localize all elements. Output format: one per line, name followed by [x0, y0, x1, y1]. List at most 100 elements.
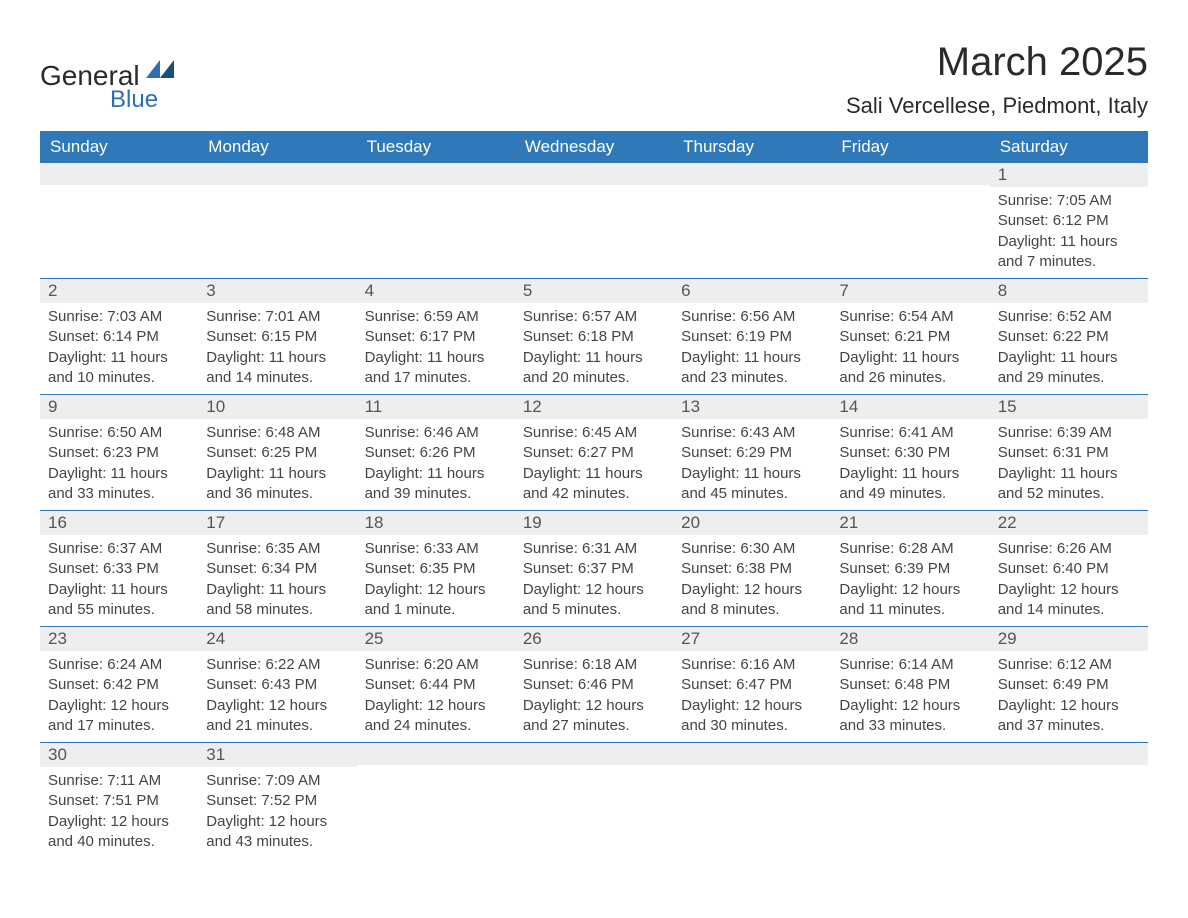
- sunrise-text: Sunrise: 6:39 AM: [998, 423, 1140, 443]
- daylight-text: Daylight: 11 hours and 10 minutes.: [48, 348, 190, 389]
- sunset-text: Sunset: 6:19 PM: [681, 327, 823, 347]
- sunrise-text: Sunrise: 6:16 AM: [681, 655, 823, 675]
- calendar-cell: 21Sunrise: 6:28 AMSunset: 6:39 PMDayligh…: [831, 511, 989, 627]
- sunrise-text: Sunrise: 6:20 AM: [365, 655, 507, 675]
- sunrise-text: Sunrise: 6:28 AM: [839, 539, 981, 559]
- day-header: Monday: [198, 131, 356, 163]
- day-number: 23: [40, 627, 198, 651]
- sunrise-text: Sunrise: 6:37 AM: [48, 539, 190, 559]
- day-number: 16: [40, 511, 198, 535]
- calendar-cell: 22Sunrise: 6:26 AMSunset: 6:40 PMDayligh…: [990, 511, 1148, 627]
- location: Sali Vercellese, Piedmont, Italy: [846, 93, 1148, 119]
- day-content: [831, 185, 989, 255]
- day-content: [673, 765, 831, 835]
- day-number: 3: [198, 279, 356, 303]
- calendar-cell: 6Sunrise: 6:56 AMSunset: 6:19 PMDaylight…: [673, 279, 831, 395]
- daylight-text: Daylight: 11 hours and 23 minutes.: [681, 348, 823, 389]
- day-content: Sunrise: 7:03 AMSunset: 6:14 PMDaylight:…: [40, 303, 198, 394]
- sunrise-text: Sunrise: 6:18 AM: [523, 655, 665, 675]
- day-number: 17: [198, 511, 356, 535]
- calendar-cell: 16Sunrise: 6:37 AMSunset: 6:33 PMDayligh…: [40, 511, 198, 627]
- day-number: 28: [831, 627, 989, 651]
- sunset-text: Sunset: 6:27 PM: [523, 443, 665, 463]
- day-number: 1: [990, 163, 1148, 187]
- day-number: 21: [831, 511, 989, 535]
- day-content: Sunrise: 6:56 AMSunset: 6:19 PMDaylight:…: [673, 303, 831, 394]
- calendar-cell: 11Sunrise: 6:46 AMSunset: 6:26 PMDayligh…: [357, 395, 515, 511]
- sunset-text: Sunset: 6:21 PM: [839, 327, 981, 347]
- sunset-text: Sunset: 6:26 PM: [365, 443, 507, 463]
- daylight-text: Daylight: 12 hours and 1 minute.: [365, 580, 507, 621]
- daylight-text: Daylight: 11 hours and 20 minutes.: [523, 348, 665, 389]
- calendar-cell: [357, 163, 515, 279]
- calendar-week: 16Sunrise: 6:37 AMSunset: 6:33 PMDayligh…: [40, 511, 1148, 627]
- day-header: Saturday: [990, 131, 1148, 163]
- day-number: 27: [673, 627, 831, 651]
- sunrise-text: Sunrise: 6:54 AM: [839, 307, 981, 327]
- day-number: [515, 743, 673, 765]
- calendar-cell: 20Sunrise: 6:30 AMSunset: 6:38 PMDayligh…: [673, 511, 831, 627]
- sunrise-text: Sunrise: 7:05 AM: [998, 191, 1140, 211]
- daylight-text: Daylight: 11 hours and 33 minutes.: [48, 464, 190, 505]
- day-content: Sunrise: 6:12 AMSunset: 6:49 PMDaylight:…: [990, 651, 1148, 742]
- day-content: Sunrise: 7:01 AMSunset: 6:15 PMDaylight:…: [198, 303, 356, 394]
- day-content: [357, 765, 515, 835]
- sunset-text: Sunset: 6:23 PM: [48, 443, 190, 463]
- calendar-table: Sunday Monday Tuesday Wednesday Thursday…: [40, 131, 1148, 858]
- sunrise-text: Sunrise: 7:03 AM: [48, 307, 190, 327]
- calendar-cell: 25Sunrise: 6:20 AMSunset: 6:44 PMDayligh…: [357, 627, 515, 743]
- daylight-text: Daylight: 11 hours and 45 minutes.: [681, 464, 823, 505]
- day-content: Sunrise: 6:57 AMSunset: 6:18 PMDaylight:…: [515, 303, 673, 394]
- day-number: 2: [40, 279, 198, 303]
- sunset-text: Sunset: 7:51 PM: [48, 791, 190, 811]
- sunrise-text: Sunrise: 6:22 AM: [206, 655, 348, 675]
- day-content: Sunrise: 6:39 AMSunset: 6:31 PMDaylight:…: [990, 419, 1148, 510]
- calendar-body: 1Sunrise: 7:05 AMSunset: 6:12 PMDaylight…: [40, 163, 1148, 858]
- sunrise-text: Sunrise: 6:48 AM: [206, 423, 348, 443]
- day-content: [515, 765, 673, 835]
- daylight-text: Daylight: 12 hours and 27 minutes.: [523, 696, 665, 737]
- sunrise-text: Sunrise: 6:57 AM: [523, 307, 665, 327]
- day-content: Sunrise: 6:22 AMSunset: 6:43 PMDaylight:…: [198, 651, 356, 742]
- sunset-text: Sunset: 6:42 PM: [48, 675, 190, 695]
- day-number: [357, 163, 515, 185]
- sunrise-text: Sunrise: 6:14 AM: [839, 655, 981, 675]
- day-content: Sunrise: 6:37 AMSunset: 6:33 PMDaylight:…: [40, 535, 198, 626]
- day-content: Sunrise: 7:05 AMSunset: 6:12 PMDaylight:…: [990, 187, 1148, 278]
- calendar-cell: 14Sunrise: 6:41 AMSunset: 6:30 PMDayligh…: [831, 395, 989, 511]
- day-header: Thursday: [673, 131, 831, 163]
- sunrise-text: Sunrise: 6:12 AM: [998, 655, 1140, 675]
- sunrise-text: Sunrise: 6:56 AM: [681, 307, 823, 327]
- daylight-text: Daylight: 11 hours and 17 minutes.: [365, 348, 507, 389]
- sunset-text: Sunset: 6:44 PM: [365, 675, 507, 695]
- sunrise-text: Sunrise: 6:24 AM: [48, 655, 190, 675]
- calendar-cell: [515, 743, 673, 859]
- day-number: [831, 743, 989, 765]
- day-number: [40, 163, 198, 185]
- day-content: Sunrise: 6:14 AMSunset: 6:48 PMDaylight:…: [831, 651, 989, 742]
- sunset-text: Sunset: 6:30 PM: [839, 443, 981, 463]
- calendar-cell: 30Sunrise: 7:11 AMSunset: 7:51 PMDayligh…: [40, 743, 198, 859]
- sunset-text: Sunset: 6:25 PM: [206, 443, 348, 463]
- day-content: [990, 765, 1148, 835]
- sunrise-text: Sunrise: 7:09 AM: [206, 771, 348, 791]
- calendar-cell: [831, 163, 989, 279]
- daylight-text: Daylight: 11 hours and 39 minutes.: [365, 464, 507, 505]
- day-number: 8: [990, 279, 1148, 303]
- sunset-text: Sunset: 6:35 PM: [365, 559, 507, 579]
- day-content: Sunrise: 7:11 AMSunset: 7:51 PMDaylight:…: [40, 767, 198, 858]
- sunrise-text: Sunrise: 7:01 AM: [206, 307, 348, 327]
- day-number: 13: [673, 395, 831, 419]
- day-content: Sunrise: 6:28 AMSunset: 6:39 PMDaylight:…: [831, 535, 989, 626]
- day-number: 12: [515, 395, 673, 419]
- day-content: Sunrise: 6:18 AMSunset: 6:46 PMDaylight:…: [515, 651, 673, 742]
- sunset-text: Sunset: 6:40 PM: [998, 559, 1140, 579]
- daylight-text: Daylight: 12 hours and 43 minutes.: [206, 812, 348, 853]
- calendar-cell: 28Sunrise: 6:14 AMSunset: 6:48 PMDayligh…: [831, 627, 989, 743]
- day-number: [990, 743, 1148, 765]
- calendar-cell: [40, 163, 198, 279]
- calendar-cell: 2Sunrise: 7:03 AMSunset: 6:14 PMDaylight…: [40, 279, 198, 395]
- sunrise-text: Sunrise: 6:52 AM: [998, 307, 1140, 327]
- daylight-text: Daylight: 11 hours and 14 minutes.: [206, 348, 348, 389]
- day-number: 30: [40, 743, 198, 767]
